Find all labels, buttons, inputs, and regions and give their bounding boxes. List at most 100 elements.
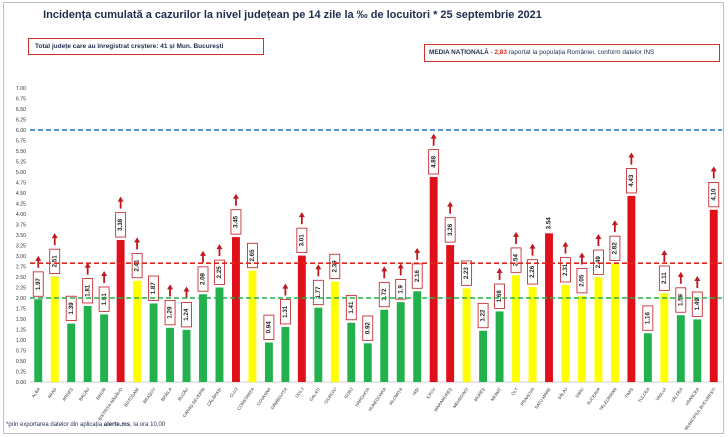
bar-value-box	[214, 259, 225, 285]
y-tick-label: 3.50	[16, 233, 26, 239]
category-label: MUREȘ	[473, 387, 486, 403]
bar	[264, 342, 273, 382]
footnote-suffix: , la ora 10.00	[130, 422, 166, 428]
category-label: ILFOV	[425, 387, 436, 400]
bar-value-label: 1.87	[150, 282, 157, 295]
footnote-prefix: *prin exportarea datelor din aplicația	[6, 422, 104, 428]
category-label: SUCEAVA	[586, 387, 602, 406]
category-label: TELEORMAN	[598, 387, 617, 412]
increase-arrow-head	[282, 283, 289, 289]
bar-value-label: 2.39	[331, 260, 338, 273]
y-tick-label: 5.25	[16, 160, 26, 166]
category-label: SĂLAJ	[557, 387, 569, 401]
increase-arrow-head	[694, 276, 701, 282]
bar-value-box	[296, 227, 308, 253]
increase-arrow-head	[677, 271, 684, 277]
category-label: CLUJ	[229, 387, 239, 399]
increase-arrow-head	[381, 266, 388, 272]
y-tick-label: 4.00	[16, 212, 26, 218]
increase-arrow-head	[298, 212, 305, 218]
bar-value-box	[115, 212, 127, 238]
y-tick-label: 1.00	[16, 338, 26, 344]
category-label: ARAD	[47, 387, 58, 400]
bar-value-box	[263, 314, 275, 340]
increase-arrow-head	[430, 133, 437, 139]
bar-value-label: 1.97	[35, 277, 42, 290]
y-tick-label: 5.75	[16, 139, 26, 145]
bar-value-label: 1.68	[496, 290, 503, 303]
bar	[83, 305, 92, 382]
y-tick-label: 2.25	[16, 286, 26, 292]
bar	[330, 281, 339, 382]
y-tick-label: 5.00	[16, 170, 26, 176]
bar-value-box	[345, 294, 357, 321]
bar	[166, 327, 175, 382]
bar	[149, 303, 158, 382]
increase-arrow-head	[134, 237, 141, 243]
bar-value-label: 3.54	[546, 217, 553, 230]
bar-value-label: 0.94	[266, 321, 273, 334]
bar	[34, 299, 43, 382]
y-tick-label: 2.50	[16, 275, 26, 281]
category-label: MARAMUREȘ	[433, 387, 453, 413]
bar-value-box	[395, 278, 407, 300]
bar	[50, 276, 59, 382]
bar-value-label: 2.54	[513, 254, 520, 267]
y-tick-label: 0.75	[16, 349, 26, 355]
bar-value-label: 1.72	[381, 288, 388, 301]
y-tick-label: 3.25	[16, 244, 26, 250]
y-tick-label: 4.75	[16, 181, 26, 187]
bar-value-box	[329, 253, 341, 280]
y-tick-label: 0.25	[16, 370, 26, 376]
increase-arrow-head	[628, 152, 635, 158]
bar-value-label: 4.88	[430, 155, 437, 168]
bar-value-box	[32, 271, 44, 297]
category-label: IAȘI	[411, 387, 420, 397]
bar-value-label: 2.25	[216, 266, 223, 279]
bar-value-label: 1.81	[84, 284, 91, 297]
increase-arrow-head	[232, 193, 239, 199]
bar-value-box	[527, 259, 538, 285]
bar-value-label: 4.43	[628, 174, 635, 187]
national-average-text: raportat la populația României, conform …	[506, 49, 655, 56]
category-label: CONSTANȚA	[236, 387, 255, 411]
y-tick-label: 6.75	[16, 97, 26, 103]
increase-arrow-head	[397, 263, 404, 269]
bar-value-label: 2.26	[529, 265, 536, 278]
bar	[528, 287, 537, 382]
bar	[627, 195, 636, 382]
bar	[693, 319, 702, 382]
category-label: BIHOR	[95, 387, 107, 401]
bar-value-box	[675, 287, 687, 313]
bar-value-box	[197, 266, 209, 292]
bar-value-label: 2.09	[200, 272, 207, 285]
bar	[182, 329, 191, 382]
increase-arrow-head	[529, 243, 536, 249]
bar	[231, 237, 240, 382]
category-label: GORJ	[343, 387, 354, 400]
bar-value-label: 3.45	[233, 215, 240, 228]
category-label: GALAȚI	[308, 387, 321, 402]
bar	[676, 315, 685, 382]
increase-arrow-head	[167, 284, 174, 290]
increase-arrow-head	[35, 255, 42, 261]
increase-arrow-head	[513, 231, 520, 237]
category-label: VRANCEA	[684, 387, 700, 407]
bar-value-box	[642, 305, 654, 331]
bar-value-label: 2.16	[414, 270, 421, 283]
bar-value-label: 3.26	[447, 223, 454, 236]
bar-value-label: 2.51	[51, 255, 58, 268]
bar	[577, 295, 586, 382]
bar-value-label: 2.41	[134, 259, 141, 272]
bar-value-box	[164, 300, 176, 326]
figure-frame	[3, 2, 724, 434]
y-tick-label: 2.75	[16, 265, 26, 271]
bar-value-label: 1.9	[397, 284, 404, 293]
bar-value-box	[49, 248, 61, 274]
bar-value-label: 3.01	[298, 234, 305, 247]
bar	[133, 280, 142, 382]
bar-value-label: 1.29	[167, 306, 174, 319]
bar	[380, 309, 389, 382]
bar	[545, 233, 553, 382]
bar-value-box	[230, 209, 242, 235]
